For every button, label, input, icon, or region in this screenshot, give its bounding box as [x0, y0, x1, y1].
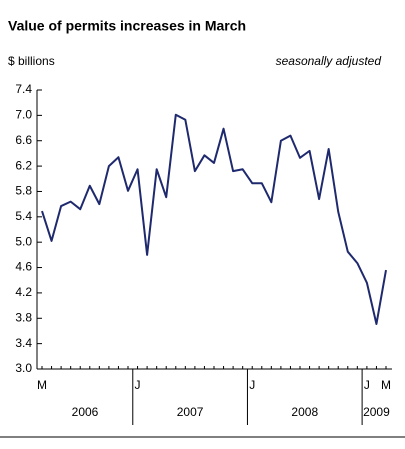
- x-tick-label: J: [249, 378, 255, 392]
- y-tick-label: 5.8: [15, 184, 32, 198]
- year-label: 2006: [72, 405, 99, 419]
- y-tick-label: 7.0: [15, 108, 32, 122]
- y-tick-label: 6.6: [15, 133, 32, 147]
- y-tick-label: 4.6: [15, 260, 32, 274]
- x-tick-label: M: [37, 378, 47, 392]
- y-tick-label: 5.0: [15, 234, 32, 248]
- x-tick-label: J: [364, 378, 370, 392]
- y-tick-label: 4.2: [15, 285, 32, 299]
- y-axis-label: $ billions: [8, 54, 55, 68]
- y-tick-label: 3.8: [15, 310, 32, 324]
- y-tick-label: 5.4: [15, 209, 32, 223]
- subtitle: seasonally adjusted: [276, 54, 382, 68]
- year-label: 2009: [363, 405, 390, 419]
- y-tick-label: 7.4: [15, 82, 32, 96]
- year-label: 2008: [291, 405, 318, 419]
- year-label: 2007: [177, 405, 204, 419]
- x-tick-label: J: [135, 378, 141, 392]
- y-tick-label: 6.2: [15, 158, 32, 172]
- line-series: [41, 113, 387, 325]
- y-tick-label: 3.0: [15, 361, 32, 375]
- x-tick-label: M: [381, 378, 391, 392]
- chart-title: Value of permits increases in March: [8, 18, 246, 34]
- y-tick-label: 3.4: [15, 336, 32, 350]
